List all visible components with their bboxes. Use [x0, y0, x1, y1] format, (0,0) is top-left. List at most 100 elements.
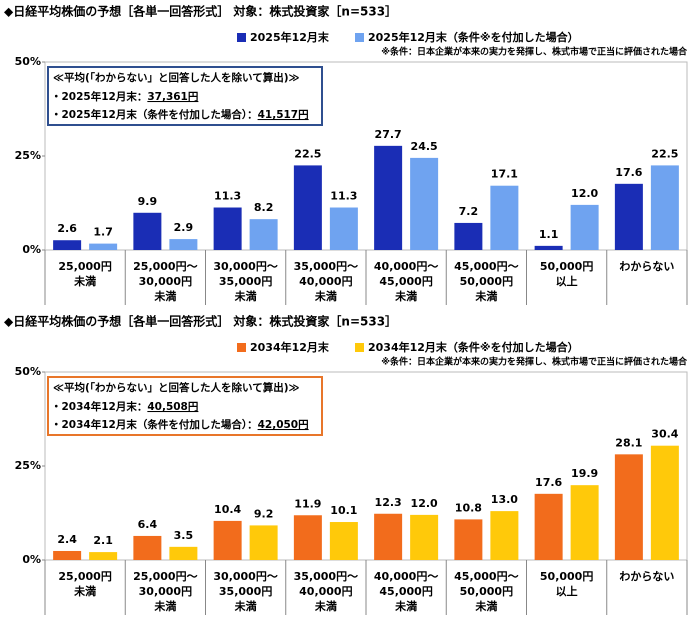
x-tick-label: 30,000円～ — [213, 570, 277, 583]
x-tick-label: 未満 — [73, 274, 96, 288]
x-tick-label: 25,000円 — [58, 570, 111, 583]
value-label: 11.9 — [294, 497, 321, 510]
chart: ◆日経平均株価の予想［各単一回答形式］ 対象：株式投資家［n=533］ 2025年… — [4, 4, 688, 305]
y-tick-label: 25% — [15, 149, 41, 162]
value-label: 2.1 — [93, 534, 113, 547]
x-tick-label: 未満 — [153, 289, 176, 303]
value-label: 9.2 — [254, 507, 274, 520]
x-tick-label: 25,000円～ — [133, 570, 197, 583]
note: ※条件：日本企業が本来の実力を発揮し、株式市場で正当に評価された場合 — [381, 46, 688, 58]
bar — [454, 222, 483, 250]
bar — [53, 550, 82, 560]
value-label: 10.8 — [455, 501, 482, 514]
x-tick-label: 45,000円 — [379, 275, 432, 288]
average-heading: ≪平均(「わからない」と回答した人を除いて算出)≫ — [53, 381, 300, 394]
x-tick-label: 未満 — [234, 599, 257, 613]
x-tick-label: 未満 — [314, 289, 337, 303]
bar — [169, 546, 198, 560]
x-tick-label: 未満 — [474, 599, 497, 613]
bar — [249, 525, 278, 560]
bar — [89, 243, 118, 250]
legend-label: 2034年12月末 — [250, 340, 330, 354]
average-value: 40,508円 — [147, 401, 198, 413]
x-tick-label: 未満 — [394, 599, 417, 613]
average-label: ・2025年12月末： — [51, 90, 147, 103]
bar — [374, 145, 403, 250]
value-label: 28.1 — [615, 436, 642, 449]
bar — [89, 552, 118, 560]
value-label: 17.1 — [491, 168, 518, 181]
average-value: 37,361円 — [147, 91, 198, 103]
value-label: 2.6 — [57, 222, 77, 235]
legend-swatch — [237, 343, 246, 352]
x-tick-label: 45,000円 — [379, 585, 432, 598]
x-tick-label: 35,000円 — [219, 275, 272, 288]
x-tick-label: 30,000円～ — [213, 260, 277, 273]
bar — [490, 511, 519, 560]
value-label: 8.2 — [254, 201, 274, 214]
bar — [374, 513, 403, 560]
x-tick-label: 25,000円 — [58, 260, 111, 273]
bar — [650, 445, 679, 560]
bar — [534, 493, 563, 560]
value-label: 9.9 — [138, 195, 158, 208]
x-tick-label: 40,000円 — [299, 585, 352, 598]
x-tick-label: 50,000円 — [540, 570, 593, 583]
x-tick-label: 45,000円～ — [454, 570, 518, 583]
chart: ◆日経平均株価の予想［各単一回答形式］ 対象：株式投資家［n=533］ 2034年… — [4, 314, 688, 615]
bar — [249, 219, 278, 250]
value-label: 30.4 — [651, 428, 678, 441]
bar — [133, 535, 162, 560]
bar — [213, 207, 242, 250]
y-tick-label: 0% — [22, 243, 41, 256]
y-tick-label: 50% — [15, 365, 41, 378]
value-label: 11.3 — [214, 190, 241, 203]
bar — [570, 485, 599, 560]
bar — [410, 514, 439, 560]
average-heading: ≪平均(「わからない」と回答した人を除いて算出)≫ — [53, 71, 300, 84]
x-tick-label: 35,000円 — [219, 585, 272, 598]
legend-swatch — [355, 33, 364, 42]
bar — [614, 183, 643, 250]
value-label: 19.9 — [571, 467, 598, 480]
bar — [614, 454, 643, 560]
chart-title: ◆日経平均株価の予想［各単一回答形式］ 対象：株式投資家［n=533］ — [4, 4, 397, 19]
bar — [570, 204, 599, 250]
average-value: 42,050円 — [258, 419, 309, 431]
bar — [534, 245, 563, 250]
value-label: 1.7 — [93, 226, 113, 239]
bar — [169, 239, 198, 250]
legend-swatch — [355, 343, 364, 352]
value-label: 12.0 — [571, 187, 598, 200]
bar — [454, 519, 483, 560]
x-tick-label: 35,000円～ — [294, 570, 358, 583]
bar — [53, 240, 82, 250]
bar — [293, 515, 322, 560]
value-label: 10.1 — [330, 504, 357, 517]
average-label: ・2034年12月末： — [51, 400, 147, 413]
x-tick-label: 45,000円～ — [454, 260, 518, 273]
x-tick-label: 未満 — [394, 289, 417, 303]
value-label: 12.3 — [375, 496, 402, 509]
x-tick-label: 25,000円～ — [133, 260, 197, 273]
x-tick-label: 50,000円 — [540, 260, 593, 273]
legend-label: 2034年12月末（条件※を付加した場合） — [368, 340, 579, 354]
value-label: 24.5 — [411, 140, 438, 153]
bar — [213, 520, 242, 560]
x-tick-label: 以上 — [556, 274, 578, 288]
value-label: 17.6 — [615, 166, 642, 179]
value-label: 22.5 — [294, 147, 321, 160]
x-tick-label: 50,000円 — [460, 585, 513, 598]
note: ※条件：日本企業が本来の実力を発揮し、株式市場で正当に評価された場合 — [381, 356, 688, 368]
legend-label: 2025年12月末 — [250, 30, 330, 44]
x-tick-label: 未満 — [314, 599, 337, 613]
value-label: 3.5 — [174, 529, 194, 542]
average-value: 41,517円 — [258, 109, 309, 121]
x-tick-label: 50,000円 — [460, 275, 513, 288]
average-box — [47, 66, 323, 126]
bar — [650, 165, 679, 250]
value-label: 17.6 — [535, 476, 562, 489]
value-label: 7.2 — [459, 205, 479, 218]
x-tick-label: 30,000円 — [139, 585, 192, 598]
